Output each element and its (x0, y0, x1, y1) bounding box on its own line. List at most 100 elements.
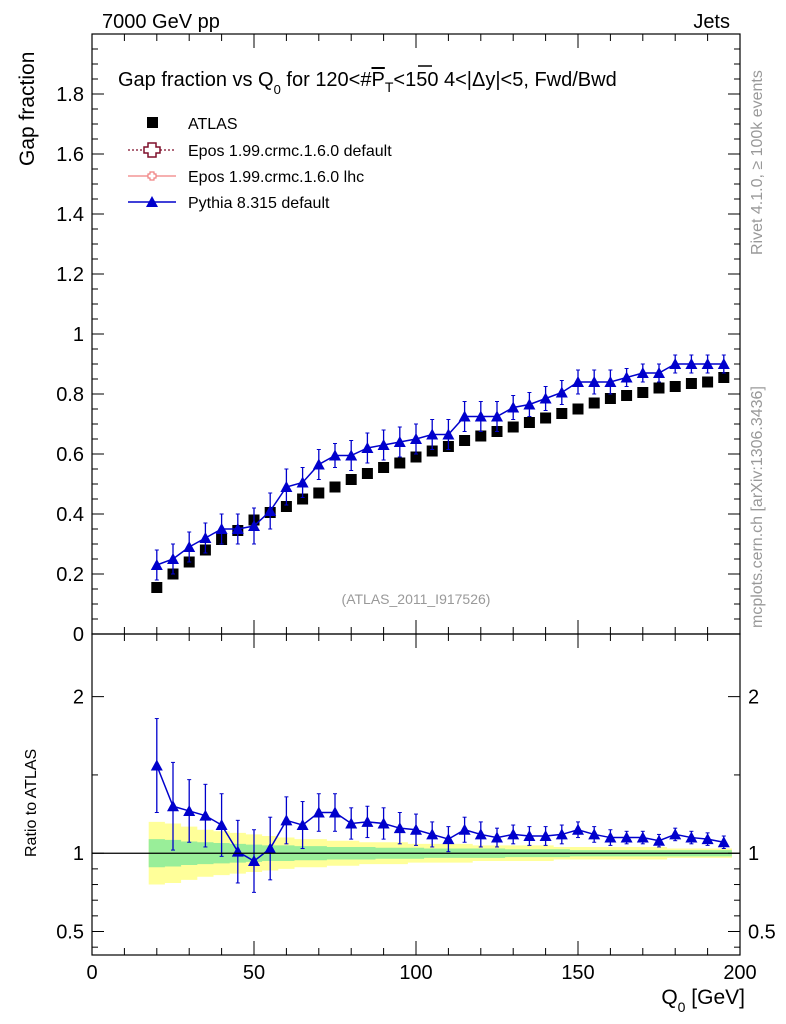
atlas-data-point (378, 462, 390, 473)
atlas-data-point (523, 417, 535, 428)
pythia-data-point (572, 376, 584, 387)
pythia-data-point (280, 481, 293, 492)
y-tick-label: 0.8 (56, 384, 84, 406)
pythia-data-point (296, 476, 309, 488)
pythia-data-point (215, 523, 228, 534)
y-tick-label: 1 (73, 324, 84, 346)
legend-marker-epos-lhc (147, 171, 157, 181)
pythia-ratio-point (572, 823, 584, 835)
legend-marker-atlas (147, 117, 158, 128)
pythia-data-point (410, 433, 422, 444)
y-tick-label: 0.2 (56, 564, 84, 586)
pythia-data-point (636, 367, 649, 378)
y-tick-label: 0.6 (56, 444, 84, 466)
pythia-ratio-point (588, 828, 601, 840)
x-tick-label: 50 (243, 962, 265, 984)
ratio-plot-marks (150, 718, 730, 893)
pythia-ratio-point (653, 834, 665, 846)
atlas-data-point (297, 493, 309, 505)
pythia-ratio-point (685, 831, 698, 843)
pythia-data-point (393, 436, 406, 447)
atlas-data-point (459, 435, 471, 446)
atlas-data-point (345, 474, 357, 485)
process-label: Jets (693, 11, 730, 33)
pythia-ratio-point (393, 822, 406, 834)
pythia-ratio-point (474, 828, 487, 840)
pythia-data-point (199, 532, 212, 543)
atlas-data-point (280, 501, 292, 512)
pythia-data-point (588, 376, 601, 387)
pythia-data-point (231, 523, 244, 534)
pythia-ratio-point (555, 828, 568, 840)
pythia-ratio-point (458, 823, 471, 835)
atlas-data-point (475, 430, 487, 442)
pythia-ratio-point (620, 831, 633, 843)
atlas-data-point (604, 393, 616, 404)
legend-label-epos-lhc: Epos 1.99.crmc.1.6.0 lhc (188, 169, 364, 186)
analysis-id-label: (ATLAS_2011_I917526) (342, 591, 491, 607)
atlas-data-point (572, 403, 584, 415)
atlas-data-point (685, 378, 697, 389)
axes: 0 0.2 0.4 0.6 0.8 1 1.2 1.4 1.6 1.8 0 50 100 150 200 0.… (56, 33, 776, 984)
pythia-ratio-point (636, 831, 649, 843)
legend-label-atlas: ATLAS (188, 116, 238, 133)
x-axis-label: Q0 [GeV] (661, 986, 745, 1015)
legend-marker-pythia (146, 196, 158, 207)
pythia-data-point (539, 392, 552, 404)
atlas-data-point (621, 390, 633, 401)
chart-title: Gap fraction vs Q0 for 120<#PT<150 4<|Δy… (118, 69, 617, 97)
atlas-data-point (702, 376, 714, 388)
pythia-ratio-point (150, 759, 163, 771)
legend-label-pythia: Pythia 8.315 default (188, 195, 330, 212)
pythia-ratio-point (231, 845, 244, 857)
pythia-data-point (669, 358, 682, 369)
rivet-version-label: Rivet 4.1.0, ≥ 100k events (749, 70, 766, 255)
y-tick-label: 0.4 (56, 504, 84, 526)
pythia-data-point (377, 439, 390, 450)
pythia-ratio-point (523, 829, 536, 841)
y-tick-label: 1.8 (56, 84, 84, 106)
pythia-data-point (685, 358, 698, 369)
pythia-data-point (361, 442, 374, 453)
legend: ATLAS Epos 1.99.crmc.1.6.0 default Epos … (128, 116, 392, 212)
pythia-ratio-point (248, 855, 260, 867)
mcplots-label: mcplots.cern.ch [arXiv:1306.3436] (749, 386, 766, 628)
pythia-data-point (620, 371, 633, 383)
pythia-data-point (167, 553, 179, 564)
pythia-ratio-point (264, 842, 277, 854)
pythia-data-point (701, 358, 714, 369)
atlas-data-point (394, 457, 406, 469)
pythia-data-point (491, 410, 503, 422)
x-tick-label: 100 (399, 962, 432, 984)
pythia-data-point (717, 358, 730, 369)
pythia-ratio-point (669, 828, 682, 840)
pythia-ratio-point (442, 833, 455, 845)
pythia-ratio-point (701, 833, 714, 845)
atlas-data-point (588, 397, 600, 409)
pythia-data-point (312, 458, 325, 470)
pythia-ratio-point (183, 804, 196, 816)
pythia-data-point (474, 410, 487, 422)
pythia-data-point (264, 505, 277, 516)
atlas-data-point (151, 582, 163, 593)
pythia-ratio-point (426, 828, 439, 840)
ratio-tick-label-right: 2 (748, 687, 759, 709)
pythia-data-point (523, 398, 536, 410)
atlas-data-point (653, 382, 665, 394)
pythia-ratio-point (215, 819, 228, 831)
atlas-data-point (556, 408, 568, 419)
pythia-data-point (458, 410, 471, 422)
atlas-data-point (540, 412, 552, 424)
ratio-tick-label: 2 (73, 687, 84, 709)
x-tick-label: 150 (561, 962, 594, 984)
pythia-data-point (507, 401, 520, 413)
pythia-ratio-point (491, 831, 503, 843)
pythia-data-point (442, 428, 455, 440)
atlas-data-point (718, 372, 730, 383)
legend-marker-epos-default (143, 142, 161, 158)
atlas-data-point (361, 468, 373, 479)
pythia-data-point (248, 520, 260, 531)
y-tick-label: 1.6 (56, 144, 84, 166)
pythia-data-point (345, 449, 358, 461)
